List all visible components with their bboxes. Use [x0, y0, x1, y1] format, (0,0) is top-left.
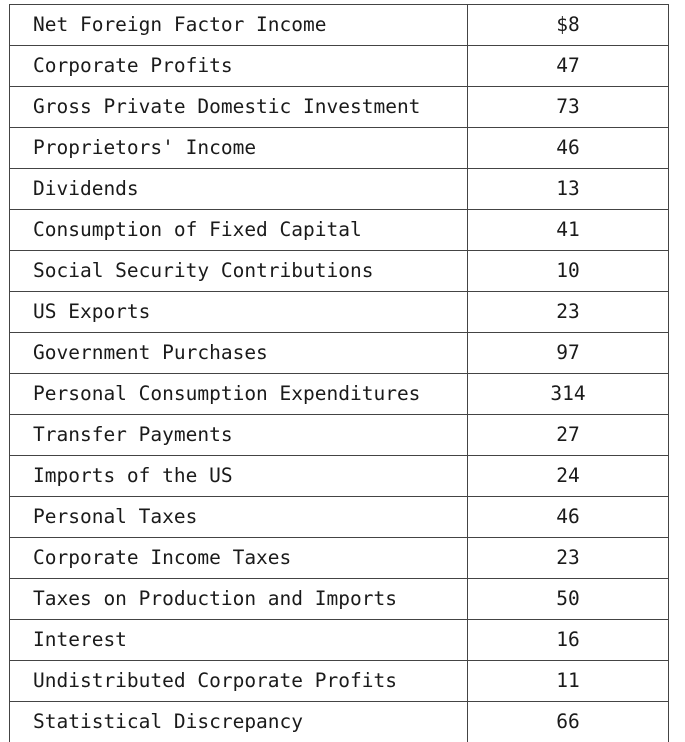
row-label: Social Security Contributions	[10, 251, 468, 292]
row-value: 23	[468, 292, 669, 333]
row-value: 10	[468, 251, 669, 292]
row-value: 97	[468, 333, 669, 374]
row-value: 73	[468, 87, 669, 128]
row-label: Net Foreign Factor Income	[10, 5, 468, 46]
row-value: 23	[468, 538, 669, 579]
row-label: Dividends	[10, 169, 468, 210]
row-label: Statistical Discrepancy	[10, 702, 468, 742]
row-label: Interest	[10, 620, 468, 661]
row-label: Personal Taxes	[10, 497, 468, 538]
row-label: Corporate Income Taxes	[10, 538, 468, 579]
row-value: 66	[468, 702, 669, 742]
row-label: Taxes on Production and Imports	[10, 579, 468, 620]
row-value: 46	[468, 497, 669, 538]
row-value: 50	[468, 579, 669, 620]
row-label: Personal Consumption Expenditures	[10, 374, 468, 415]
row-value: 41	[468, 210, 669, 251]
row-value: 314	[468, 374, 669, 415]
row-label: US Exports	[10, 292, 468, 333]
row-label: Consumption of Fixed Capital	[10, 210, 468, 251]
row-label: Government Purchases	[10, 333, 468, 374]
row-value: 46	[468, 128, 669, 169]
table-row: Net Foreign Factor Income$8	[10, 5, 669, 46]
row-value: $8	[468, 5, 669, 46]
row-label: Proprietors' Income	[10, 128, 468, 169]
row-label: Imports of the US	[10, 456, 468, 497]
row-label: Transfer Payments	[10, 415, 468, 456]
row-value: 11	[468, 661, 669, 702]
row-value: 16	[468, 620, 669, 661]
row-value: 13	[468, 169, 669, 210]
row-value: 47	[468, 46, 669, 87]
row-label: Gross Private Domestic Investment	[10, 87, 468, 128]
row-value: 24	[468, 456, 669, 497]
row-label: Corporate Profits	[10, 46, 468, 87]
row-value: 27	[468, 415, 669, 456]
row-label: Undistributed Corporate Profits	[10, 661, 468, 702]
